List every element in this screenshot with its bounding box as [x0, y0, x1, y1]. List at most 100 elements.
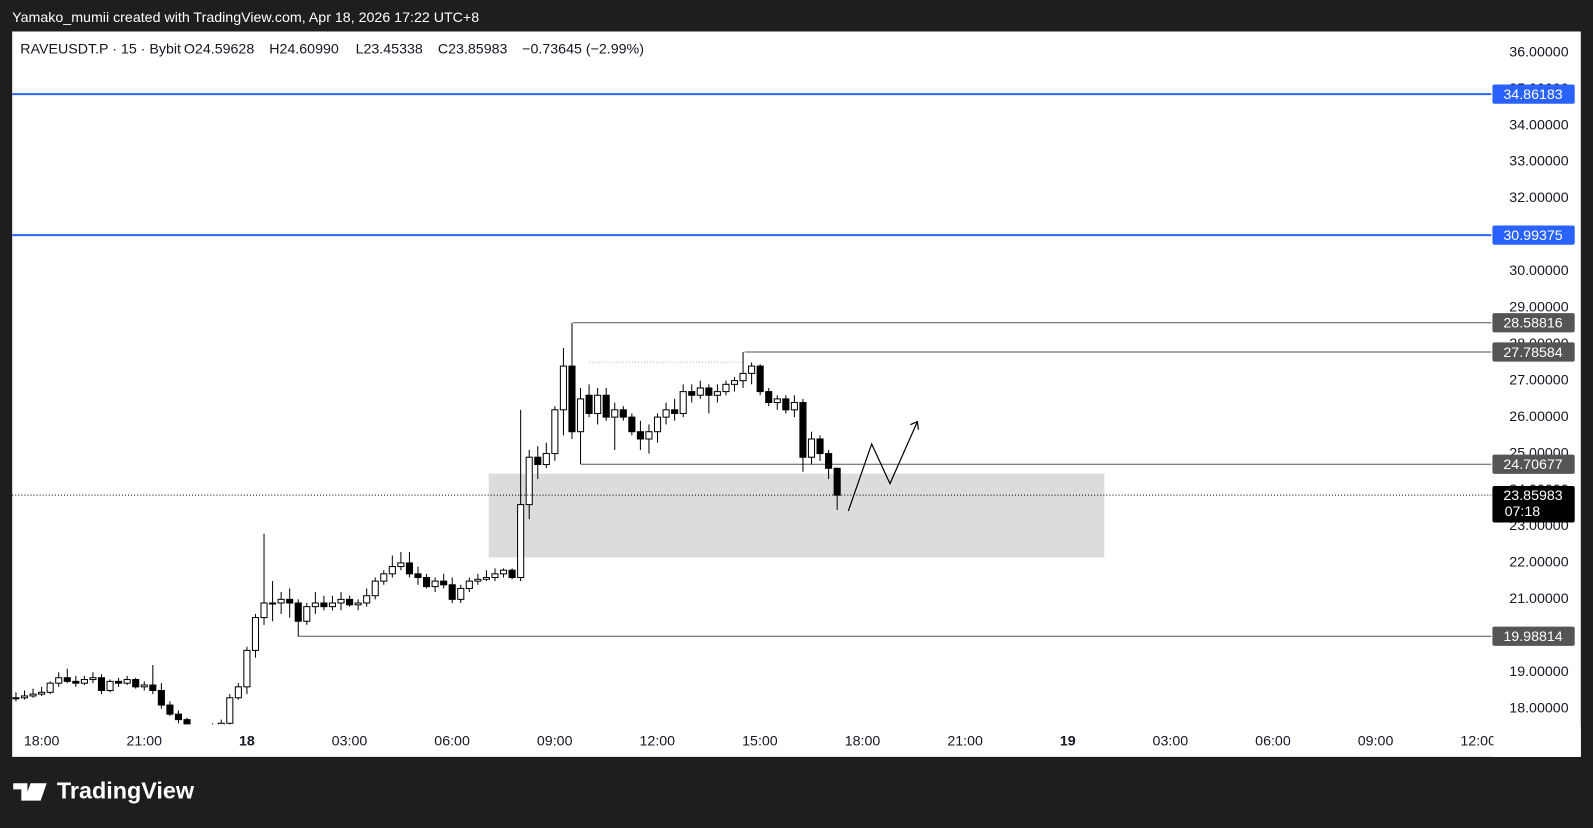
x-tick-label: 21:00	[126, 733, 162, 749]
candle-body	[380, 573, 388, 582]
y-tick-label: 33.00000	[1509, 154, 1568, 170]
candle-body	[705, 387, 713, 396]
candle-body	[269, 602, 277, 605]
candle-body	[217, 722, 225, 725]
x-tick-label: 12:00	[640, 733, 676, 749]
candle-body	[756, 365, 764, 393]
level-label: 28.58816	[1503, 316, 1562, 332]
candle-body	[363, 595, 371, 604]
candle-body	[525, 456, 533, 506]
last-price-label: 23.85983	[1503, 488, 1562, 504]
candle-body	[12, 697, 20, 700]
plot-area	[12, 93, 1492, 725]
x-tick-label: 18	[239, 733, 255, 749]
candle-body	[790, 402, 798, 411]
candle-body	[534, 456, 542, 466]
y-tick-label: 18.00000	[1509, 700, 1568, 716]
candle-body	[765, 391, 773, 404]
candle-body	[594, 394, 602, 414]
candle-body	[688, 391, 696, 396]
ohlc-value: C23.85983	[438, 42, 508, 58]
candle-body	[696, 387, 704, 396]
candle-body	[807, 438, 816, 458]
candle-body	[713, 391, 721, 396]
candle-body	[542, 453, 550, 466]
candle-body	[491, 573, 499, 578]
x-tick-label: 06:00	[1255, 733, 1291, 749]
ohlc-value: −0.73645 (−2.99%)	[522, 42, 644, 58]
level-label: 19.98814	[1503, 629, 1562, 645]
candle-body	[132, 679, 140, 688]
x-tick-label: 03:00	[332, 733, 368, 749]
candle-body	[311, 602, 319, 608]
ohlc-value: L23.45338	[356, 42, 423, 58]
candle-body	[722, 383, 730, 393]
candle-body	[482, 576, 490, 580]
candle-body	[397, 562, 405, 568]
candle-body	[80, 679, 88, 684]
level-label-bg	[1492, 342, 1575, 362]
candle-body	[517, 504, 525, 578]
x-tick-label: 09:00	[1358, 733, 1394, 749]
candle-body	[243, 649, 251, 688]
level-label-bg	[1492, 84, 1575, 104]
brand: TradingView	[57, 778, 195, 804]
candle-body	[568, 365, 576, 433]
zone	[488, 473, 1105, 558]
candle-body	[508, 569, 516, 578]
candle-body	[457, 587, 465, 600]
candle-body	[465, 580, 473, 589]
candle-body	[422, 576, 431, 588]
candle-body	[671, 409, 679, 414]
candle-body	[106, 680, 114, 691]
candle-body	[636, 431, 644, 440]
candle-body	[730, 380, 739, 385]
candle-body	[251, 617, 260, 651]
projection-arrow	[847, 420, 920, 512]
y-tick-label: 36.00000	[1509, 44, 1568, 60]
candle-body	[645, 431, 653, 440]
candle-body	[371, 580, 379, 597]
candle-body	[679, 391, 687, 414]
y-tick-label: 21.00000	[1509, 591, 1568, 607]
candle-body	[294, 602, 302, 622]
brand-logo	[13, 783, 47, 801]
x-tick-label: 19	[1060, 733, 1076, 749]
candle-body	[825, 453, 833, 469]
candle-body	[773, 398, 781, 404]
x-tick-label: 03:00	[1153, 733, 1189, 749]
candle-body	[628, 416, 636, 433]
x-tick-label: 12:00	[1460, 733, 1496, 749]
level-label-bg	[1492, 225, 1575, 245]
level-label: 27.78584	[1503, 345, 1562, 361]
candle-body	[833, 467, 841, 496]
y-tick-label: 34.00000	[1509, 117, 1568, 133]
x-tick-label: 09:00	[537, 733, 573, 749]
candle-body	[739, 372, 747, 382]
candle-body	[448, 584, 456, 600]
y-tick-label: 19.00000	[1509, 664, 1568, 680]
candle-body	[55, 677, 63, 684]
candle-body	[619, 409, 627, 418]
x-axis-edge	[1493, 726, 1581, 757]
candle-body	[388, 566, 396, 575]
candle-body	[123, 679, 131, 684]
y-tick-label: 22.00000	[1509, 555, 1568, 571]
candle-body	[576, 398, 585, 433]
candle-body	[551, 409, 559, 455]
candle-body	[782, 398, 790, 411]
level-label-bg	[1492, 626, 1575, 646]
symbol: RAVEUSDT.P · 15 · Bybit	[20, 42, 181, 58]
x-tick-label: 21:00	[947, 733, 983, 749]
candle-body	[63, 677, 71, 682]
candle-body	[499, 569, 508, 575]
candle-body	[260, 602, 268, 619]
candle-body	[149, 684, 157, 691]
ohlc-value: H24.60990	[269, 42, 339, 58]
candle-body	[337, 598, 345, 604]
candle-body	[431, 580, 439, 588]
candle-body	[799, 402, 807, 458]
candle-body	[38, 691, 46, 695]
candle-body	[89, 677, 97, 681]
